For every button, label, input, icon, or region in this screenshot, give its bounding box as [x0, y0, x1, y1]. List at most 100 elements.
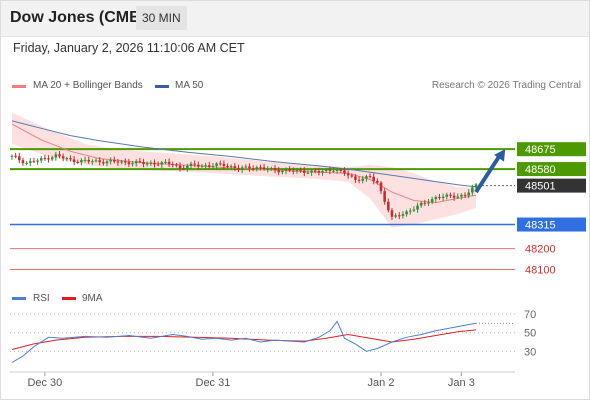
candle-body: [456, 196, 460, 198]
candle-body: [14, 155, 17, 157]
candle-body: [460, 194, 463, 197]
minor-support-label: 48100: [525, 265, 556, 277]
candle-body: [397, 215, 401, 217]
candle-body: [69, 158, 72, 160]
candle-body: [211, 165, 215, 167]
candle-body: [306, 172, 310, 174]
candle-body: [145, 163, 149, 165]
candle-body: [109, 159, 112, 162]
resistance-label: 48675: [525, 144, 556, 156]
candle-body: [72, 159, 76, 162]
candle-body: [226, 165, 229, 167]
candle-body: [65, 158, 69, 160]
resistance-tag: [517, 142, 586, 157]
candle-body: [292, 170, 295, 172]
ma50-legend-swatch: [155, 85, 169, 88]
candle-body: [218, 163, 222, 165]
forecast-arrow: [474, 152, 503, 194]
candle-body: [10, 155, 14, 157]
candle-body: [120, 161, 123, 163]
candle-body: [142, 162, 145, 165]
candle-body: [266, 168, 270, 170]
candle-body: [222, 163, 226, 166]
support-tag: [517, 217, 586, 232]
candle-body: [394, 215, 397, 217]
candle-body: [332, 170, 335, 172]
candle-body: [207, 165, 211, 167]
candle-body: [112, 159, 116, 162]
candle-body: [25, 162, 28, 164]
candle-body: [474, 184, 478, 188]
chart-header: Dow Jones (CME) 30 MIN: [0, 0, 590, 37]
candle-body: [463, 194, 467, 196]
candle-body: [193, 163, 196, 165]
timeframe-selector[interactable]: 30 MIN: [136, 6, 187, 30]
x-tick-label: Dec 31: [196, 377, 231, 389]
candle-body: [310, 170, 313, 173]
candle-body: [357, 179, 361, 181]
candle-body: [91, 161, 94, 163]
candle-body: [94, 160, 98, 162]
candle-body: [36, 160, 39, 162]
candle-body: [259, 167, 262, 169]
rsi-tick-label: 50: [524, 328, 536, 340]
candle-body: [200, 165, 204, 167]
candle-body: [273, 168, 277, 171]
candle-body: [262, 167, 266, 170]
candle-body: [449, 194, 452, 196]
candle-body: [54, 154, 58, 158]
candle-body: [127, 162, 131, 165]
candle-body: [467, 192, 470, 196]
candle-body: [156, 164, 160, 166]
candle-body: [299, 169, 302, 171]
candle-body: [123, 161, 127, 163]
candle-body: [405, 211, 408, 215]
candle-body: [171, 164, 175, 166]
candle-body: [18, 156, 21, 161]
resistance-tag: [517, 162, 586, 177]
candle-body: [317, 171, 321, 173]
candle-body: [134, 161, 138, 164]
candle-body: [270, 168, 273, 170]
candle-body: [105, 161, 109, 164]
candle-body: [76, 161, 80, 163]
candle-body: [427, 202, 430, 204]
candle-body: [390, 210, 394, 217]
x-tick-label: Jan 2: [368, 377, 395, 389]
candle-body: [277, 170, 281, 173]
candle-body: [80, 160, 83, 163]
rsi-tick-label: 70: [524, 309, 536, 321]
candle-body: [430, 199, 434, 203]
candle-body: [138, 161, 142, 163]
candle-body: [255, 167, 259, 169]
support-label: 48315: [525, 220, 556, 232]
ma20-legend-label: MA 20 + Bollinger Bands: [33, 80, 143, 91]
candle-body: [237, 168, 240, 170]
copyright-text: Research © 2026 Trading Central: [431, 80, 581, 91]
candle-body: [445, 194, 449, 197]
candle-body: [102, 162, 105, 164]
candle-body: [383, 191, 386, 202]
bollinger-band: [12, 112, 476, 228]
candle-body: [328, 169, 332, 171]
rsi-tick-label: 30: [524, 346, 536, 358]
candle-body: [98, 160, 101, 163]
candle-body: [339, 169, 343, 171]
candle-body: [186, 166, 189, 169]
candle-body: [350, 175, 354, 177]
candle-body: [423, 202, 427, 204]
candle-body: [288, 169, 291, 171]
candle-body: [251, 168, 255, 170]
candle-body: [32, 161, 36, 163]
candle-body: [346, 173, 350, 176]
candle-body: [197, 164, 200, 167]
candle-body: [189, 163, 193, 167]
candle-body: [240, 167, 244, 170]
ma9-legend-swatch: [62, 297, 76, 300]
candle-body: [372, 176, 376, 181]
candle-body: [248, 166, 251, 169]
candle-body: [361, 178, 365, 181]
candle-body: [215, 163, 218, 166]
rsi-legend-swatch: [12, 297, 26, 300]
